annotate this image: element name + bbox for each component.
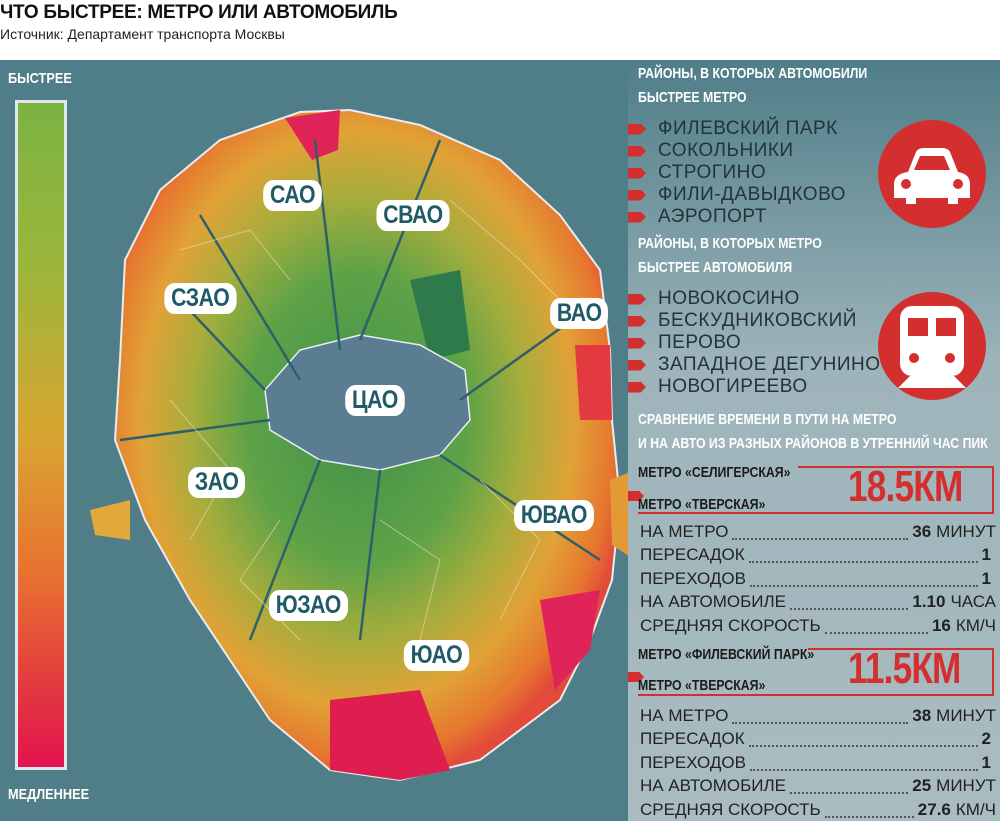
speed-legend-bar bbox=[15, 100, 67, 770]
list-item: НОВОКОСИНО bbox=[628, 288, 881, 310]
route-arrow-band bbox=[610, 472, 630, 557]
district-label-vao: ВАО bbox=[550, 298, 609, 329]
list-item: ПЕРОВО bbox=[628, 332, 881, 354]
district-label-cao: ЦАО bbox=[345, 385, 405, 416]
list-item: ФИЛЕВСКИЙ ПАРК bbox=[628, 118, 846, 140]
stat-row: ПЕРЕХОДОВ 1 bbox=[640, 568, 991, 588]
info-panel: РАЙОНЫ, В КОТОРЫХ АВТОМОБИЛИ БЫСТРЕЕ МЕТ… bbox=[628, 60, 1000, 821]
marker-icon bbox=[628, 315, 646, 327]
district-label-zao: ЗАО bbox=[188, 467, 246, 498]
stat-row: НА АВТОМОБИЛЕ 25 МИНУТ bbox=[640, 776, 996, 796]
district-red-north bbox=[285, 110, 340, 160]
stat-row: СРЕДНЯЯ СКОРОСТЬ 16 КМ/Ч bbox=[640, 615, 996, 635]
marker-icon bbox=[628, 293, 646, 305]
marker-icon bbox=[628, 123, 646, 135]
route-1-to: МЕТРО «ТВЕРСКАЯ» bbox=[638, 496, 766, 513]
marker-icon bbox=[628, 337, 646, 349]
route-2-from: МЕТРО «ФИЛЕВСКИЙ ПАРК» bbox=[638, 646, 815, 663]
route-2-to: МЕТРО «ТВЕРСКАЯ» bbox=[638, 677, 766, 694]
district-label-yuao: ЮАО bbox=[403, 640, 470, 671]
route-1-bracket bbox=[798, 466, 994, 512]
metro-faster-heading: РАЙОНЫ, В КОТОРЫХ МЕТРО БЫСТРЕЕ АВТОМОБИ… bbox=[638, 235, 822, 276]
route-2-distance: 11.5КМ bbox=[848, 644, 961, 693]
marker-icon bbox=[628, 491, 644, 501]
metro-faster-list: НОВОКОСИНО БЕСКУДНИКОВСКИЙ ПЕРОВО ЗАПАДН… bbox=[628, 288, 881, 398]
stat-row: ПЕРЕСАДОК 1 bbox=[640, 545, 991, 565]
list-item: БЕСКУДНИКОВСКИЙ bbox=[628, 310, 881, 332]
comparison-heading: СРАВНЕНИЕ ВРЕМЕНИ В ПУТИ НА МЕТРО И НА А… bbox=[638, 411, 988, 452]
marker-icon bbox=[628, 359, 646, 371]
marker-icon bbox=[628, 145, 646, 157]
district-green-dark bbox=[410, 270, 470, 360]
route-1-stats: НА МЕТРО 36 МИНУТ ПЕРЕСАДОК 1 ПЕРЕХОДОВ 1 НА… bbox=[640, 520, 996, 638]
car-faster-list: ФИЛЕВСКИЙ ПАРК СОКОЛЬНИКИ СТРОГИНО ФИЛИ-… bbox=[628, 118, 846, 228]
stat-row: НА АВТОМОБИЛЕ 1.10 ЧАСА bbox=[640, 592, 996, 612]
car-faster-heading: РАЙОНЫ, В КОТОРЫХ АВТОМОБИЛИ БЫСТРЕЕ МЕТ… bbox=[638, 65, 868, 106]
route-1-underline bbox=[638, 512, 994, 514]
stat-row: СРЕДНЯЯ СКОРОСТЬ 27.6 КМ/Ч bbox=[640, 799, 996, 819]
district-red-south bbox=[330, 690, 450, 780]
district-label-yuvao: ЮВАО bbox=[514, 500, 594, 531]
list-item: АЭРОПОРТ bbox=[628, 206, 846, 228]
district-label-sao: САО bbox=[263, 180, 322, 211]
district-red-southeast bbox=[540, 590, 600, 690]
car-icon bbox=[878, 120, 986, 228]
route-2-bracket bbox=[808, 648, 994, 694]
marker-icon bbox=[628, 211, 646, 223]
marker-icon bbox=[628, 672, 644, 682]
moscow-map bbox=[90, 108, 630, 782]
stat-row: ПЕРЕХОДОВ 1 bbox=[640, 752, 991, 772]
stat-row: НА МЕТРО 36 МИНУТ bbox=[640, 521, 996, 541]
legend-label-slow: МЕДЛЕННЕЕ bbox=[8, 786, 90, 803]
list-item: ФИЛИ-ДАВЫДКОВО bbox=[628, 184, 846, 206]
district-label-szao: СЗАО bbox=[164, 283, 237, 314]
route-2-stats: НА МЕТРО 38 МИНУТ ПЕРЕСАДОК 2 ПЕРЕХОДОВ 1 НА… bbox=[640, 704, 996, 822]
train-icon bbox=[878, 292, 986, 400]
page-title: ЧТО БЫСТРЕЕ: МЕТРО ИЛИ АВТОМОБИЛЬ bbox=[0, 2, 398, 23]
legend-label-fast: БЫСТРЕЕ bbox=[8, 70, 72, 87]
stat-row: ПЕРЕСАДОК 2 bbox=[640, 729, 991, 749]
route-1-distance: 18.5КМ bbox=[848, 462, 963, 511]
list-item: СТРОГИНО bbox=[628, 162, 846, 184]
route-1-from: МЕТРО «СЕЛИГЕРСКАЯ» bbox=[638, 464, 791, 481]
list-item: СОКОЛЬНИКИ bbox=[628, 140, 846, 162]
route-2-underline bbox=[638, 694, 994, 696]
district-label-svao: СВАО bbox=[376, 200, 450, 231]
source-note: Источник: Департамент транспорта Москвы bbox=[0, 26, 285, 42]
district-red-east bbox=[575, 345, 612, 420]
marker-icon bbox=[628, 189, 646, 201]
stat-row: НА МЕТРО 38 МИНУТ bbox=[640, 705, 996, 725]
marker-icon bbox=[628, 167, 646, 179]
list-item: НОВОГИРЕЕВО bbox=[628, 376, 881, 398]
zelenograd-patch bbox=[90, 500, 130, 540]
marker-icon bbox=[628, 381, 646, 393]
list-item: ЗАПАДНОЕ ДЕГУНИНО bbox=[628, 354, 881, 376]
district-label-yuzao: ЮЗАО bbox=[268, 590, 348, 621]
